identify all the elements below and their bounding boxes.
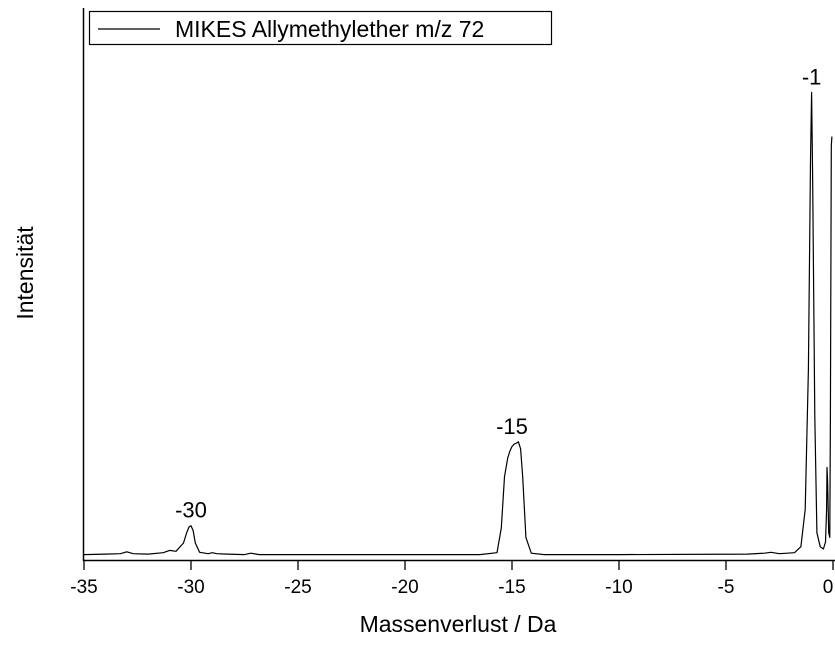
x-axis-title: Massenverlust / Da bbox=[360, 611, 557, 637]
y-axis-title: Intensität bbox=[12, 226, 38, 320]
peak-label: -30 bbox=[175, 498, 207, 523]
x-tick-label: -25 bbox=[284, 577, 311, 598]
series-line-mikes bbox=[83, 91, 833, 556]
x-tick-label: -35 bbox=[70, 577, 97, 598]
legend: MIKES Allymethylether m/z 72 bbox=[88, 10, 553, 46]
x-tick-label: -10 bbox=[605, 577, 632, 598]
x-tick-label: -5 bbox=[718, 577, 735, 598]
x-tick-label: 0 bbox=[823, 577, 834, 598]
peak-annotations: -30 -15 -1 bbox=[175, 64, 821, 522]
peak-label: -1 bbox=[802, 64, 822, 89]
peak-label: -15 bbox=[496, 414, 528, 439]
x-tick-label: -20 bbox=[391, 577, 418, 598]
x-axis-ticks: -35 -30 -25 -20 -15 -10 -5 0 bbox=[70, 561, 834, 598]
legend-label: MIKES Allymethylether m/z 72 bbox=[175, 16, 484, 42]
legend-box bbox=[88, 10, 553, 46]
x-tick-label: -30 bbox=[177, 577, 204, 598]
x-tick-label: -15 bbox=[498, 577, 525, 598]
